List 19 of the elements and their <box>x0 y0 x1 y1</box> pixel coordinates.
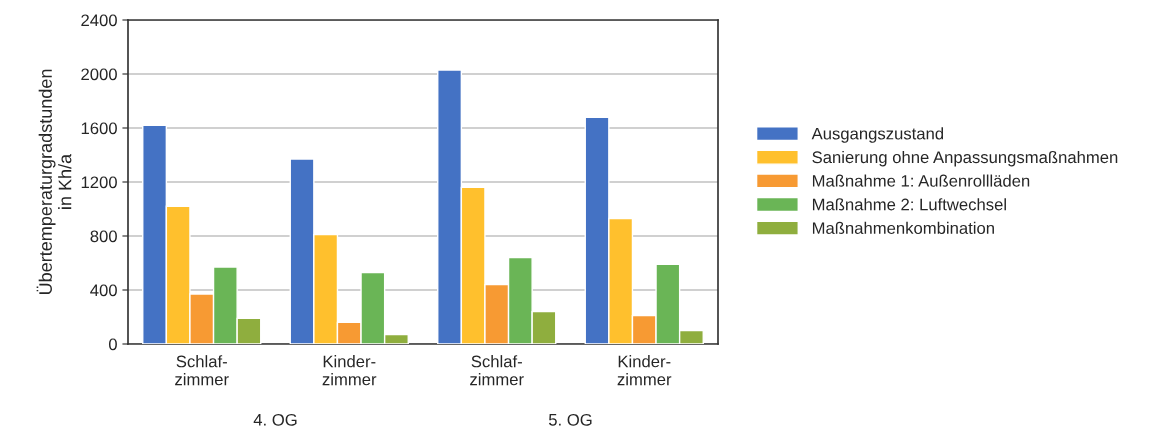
y-tick-label: 1200 <box>81 176 117 189</box>
legend-label: Maßnahme 1: Außenrollläden <box>812 174 1030 187</box>
y-tick-label: 1600 <box>81 122 117 135</box>
legend-label: Ausgangszustand <box>811 127 944 143</box>
x-tick-label: Schlaf- zimmer <box>470 355 524 386</box>
y-tick-label: 400 <box>90 284 117 297</box>
legend-label: Maßnahme 2: Luftwechsel <box>812 198 1006 211</box>
x-tick-label: Schlaf- zimmer <box>175 355 229 386</box>
y-tick-label: 2000 <box>81 68 117 81</box>
x-tick-label: Kinder- zimmer <box>617 355 672 386</box>
y-tick-label: 2400 <box>81 14 117 27</box>
x-tick-label: Kinder- zimmer <box>322 355 377 386</box>
y-axis-title: Übertemperaturgradstunden in Kh/a <box>36 69 72 295</box>
legend-label: Sanierung ohne Anpassungsmaßnahmen <box>812 150 1118 167</box>
y-tick-label: 800 <box>90 230 117 243</box>
y-tick-label: 0 <box>108 338 117 351</box>
text: 5. OG <box>548 413 592 426</box>
legend-label: Maßnahmenkombination <box>812 221 994 235</box>
text: 4. OG <box>253 413 297 426</box>
